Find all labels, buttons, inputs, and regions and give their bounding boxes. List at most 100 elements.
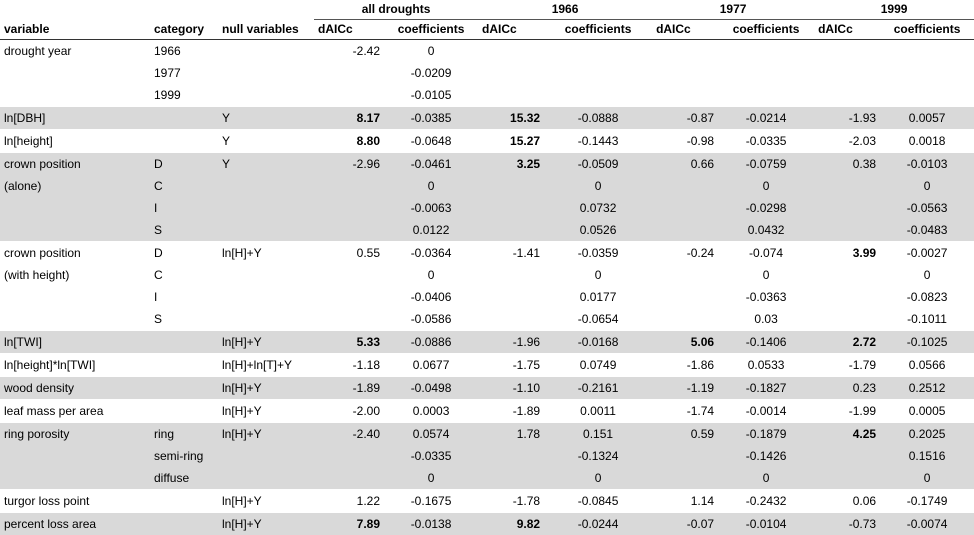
cell-coefficient: -0.0359 xyxy=(544,242,652,265)
cell-variable xyxy=(0,197,150,219)
cell-variable: percent loss area xyxy=(0,513,150,535)
cell-null-variables xyxy=(218,175,314,197)
cell-daicc xyxy=(314,286,384,308)
cell-daicc xyxy=(814,40,880,63)
cell-category xyxy=(150,130,218,153)
cell-variable: (alone) xyxy=(0,175,150,197)
cell-coefficient: 0.0177 xyxy=(544,286,652,308)
cell-coefficient: -0.0498 xyxy=(384,377,478,400)
cell-daicc: 8.17 xyxy=(314,107,384,130)
cell-daicc: -1.99 xyxy=(814,400,880,423)
cell-daicc xyxy=(814,219,880,242)
cell-variable: turgor loss point xyxy=(0,490,150,513)
cell-null-variables xyxy=(218,264,314,286)
cell-daicc: -1.89 xyxy=(314,377,384,400)
cell-coefficient: 0 xyxy=(384,264,478,286)
cell-coefficient: 0.0005 xyxy=(880,400,974,423)
cell-coefficient: -0.0209 xyxy=(384,62,478,84)
column-header-coefficients: coefficients xyxy=(384,20,478,40)
group-header-all-droughts: all droughts xyxy=(314,0,478,20)
cell-coefficient: 0.151 xyxy=(544,423,652,446)
cell-coefficient: 0 xyxy=(544,264,652,286)
cell-daicc xyxy=(814,84,880,107)
cell-coefficient: -0.1324 xyxy=(544,445,652,467)
cell-category: 1966 xyxy=(150,40,218,63)
cell-daicc: 5.33 xyxy=(314,331,384,354)
table-row: 1999-0.0105 xyxy=(0,84,974,107)
cell-coefficient: -0.0363 xyxy=(718,286,814,308)
cell-category: diffuse xyxy=(150,467,218,490)
cell-coefficient: -0.1675 xyxy=(384,490,478,513)
cell-coefficient: -0.0563 xyxy=(880,197,974,219)
cell-category: D xyxy=(150,153,218,176)
cell-category xyxy=(150,490,218,513)
cell-daicc xyxy=(814,467,880,490)
cell-coefficient: -0.0364 xyxy=(384,242,478,265)
cell-daicc: -1.79 xyxy=(814,354,880,377)
cell-coefficient: -0.0648 xyxy=(384,130,478,153)
cell-coefficient: 0.0018 xyxy=(880,130,974,153)
cell-variable xyxy=(0,219,150,242)
cell-daicc: -0.98 xyxy=(652,130,718,153)
column-header-daicc: dAICc xyxy=(814,20,880,40)
cell-daicc xyxy=(314,175,384,197)
cell-category: S xyxy=(150,308,218,331)
cell-null-variables: ln[H]+Y xyxy=(218,400,314,423)
cell-coefficient: -0.0298 xyxy=(718,197,814,219)
cell-daicc xyxy=(314,264,384,286)
cell-daicc xyxy=(478,40,544,63)
cell-category: ring xyxy=(150,423,218,446)
cell-daicc xyxy=(814,62,880,84)
cell-daicc xyxy=(814,197,880,219)
cell-null-variables xyxy=(218,219,314,242)
cell-daicc: -1.89 xyxy=(478,400,544,423)
cell-daicc xyxy=(478,264,544,286)
cell-daicc: 0.38 xyxy=(814,153,880,176)
cell-daicc: -1.96 xyxy=(478,331,544,354)
cell-daicc xyxy=(652,445,718,467)
cell-category: D xyxy=(150,242,218,265)
cell-coefficient: -0.0138 xyxy=(384,513,478,535)
cell-daicc xyxy=(478,197,544,219)
cell-coefficient: 0.2512 xyxy=(880,377,974,400)
cell-coefficient: -0.0027 xyxy=(880,242,974,265)
cell-daicc xyxy=(652,286,718,308)
cell-coefficient: 0 xyxy=(384,467,478,490)
cell-variable xyxy=(0,84,150,107)
column-header-daicc: dAICc xyxy=(478,20,544,40)
cell-coefficient: 0.2025 xyxy=(880,423,974,446)
cell-daicc xyxy=(478,445,544,467)
cell-coefficient: -0.0461 xyxy=(384,153,478,176)
cell-variable: ln[DBH] xyxy=(0,107,150,130)
cell-coefficient: 0.0574 xyxy=(384,423,478,446)
cell-coefficient xyxy=(544,40,652,63)
cell-coefficient: -0.0385 xyxy=(384,107,478,130)
cell-daicc: -1.18 xyxy=(314,354,384,377)
cell-coefficient xyxy=(544,62,652,84)
cell-coefficient: -0.0823 xyxy=(880,286,974,308)
cell-coefficient: 0.0003 xyxy=(384,400,478,423)
column-header-variable: variable xyxy=(0,20,150,40)
cell-daicc: -1.75 xyxy=(478,354,544,377)
cell-coefficient: 0.0057 xyxy=(880,107,974,130)
cell-coefficient: 0.0677 xyxy=(384,354,478,377)
cell-daicc: 5.06 xyxy=(652,331,718,354)
cell-variable: wood density xyxy=(0,377,150,400)
cell-coefficient: 0 xyxy=(544,467,652,490)
cell-coefficient: 0 xyxy=(544,175,652,197)
cell-daicc: -0.87 xyxy=(652,107,718,130)
cell-daicc xyxy=(652,219,718,242)
cell-coefficient: -0.1827 xyxy=(718,377,814,400)
cell-category xyxy=(150,400,218,423)
cell-coefficient: -0.1025 xyxy=(880,331,974,354)
cell-coefficient: 0.03 xyxy=(718,308,814,331)
cell-daicc xyxy=(814,308,880,331)
cell-coefficient: -0.0888 xyxy=(544,107,652,130)
